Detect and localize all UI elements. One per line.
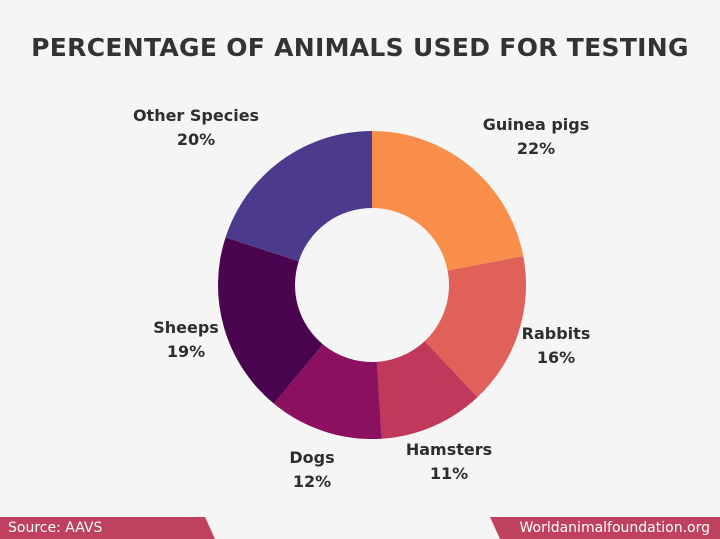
label-dogs: Dogs 12% — [289, 446, 334, 494]
slice-label: Other Species — [132, 106, 260, 125]
slice-value: 20% — [176, 130, 216, 149]
slice-value: 11% — [429, 464, 469, 483]
slice-value: 16% — [536, 348, 576, 367]
slice-hamsters — [376, 341, 478, 439]
label-rabbits: Rabbits 16% — [522, 322, 591, 370]
slice-value: 19% — [166, 342, 206, 361]
label-hamsters: Hamsters 11% — [406, 438, 492, 486]
slice-rabbits — [424, 256, 526, 398]
website-footer: Worldanimalfoundation.org — [490, 517, 720, 539]
slice-label: Sheeps — [153, 318, 219, 337]
slice-dogs — [273, 344, 382, 439]
slice-value: 22% — [516, 139, 556, 158]
chart-title: PERCENTAGE OF ANIMALS USED FOR TESTING — [31, 33, 689, 62]
label-other-species: Other Species 20% — [133, 104, 259, 152]
slice-label: Guinea pigs — [482, 115, 590, 134]
slice-label: Hamsters — [405, 440, 493, 459]
slice-other-species — [225, 131, 372, 262]
slice-value: 12% — [292, 472, 332, 491]
slice-label: Rabbits — [521, 324, 591, 343]
source-footer: Source: AAVS — [0, 517, 215, 539]
label-guinea-pigs: Guinea pigs 22% — [483, 113, 590, 161]
slice-label: Dogs — [289, 448, 335, 467]
label-sheeps: Sheeps 19% — [153, 316, 219, 364]
slice-sheeps — [218, 237, 323, 404]
slice-guinea-pigs — [372, 131, 524, 271]
